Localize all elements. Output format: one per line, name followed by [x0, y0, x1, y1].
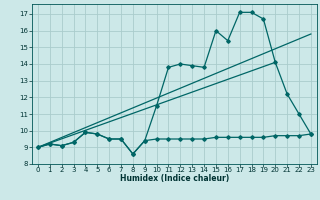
X-axis label: Humidex (Indice chaleur): Humidex (Indice chaleur): [120, 174, 229, 183]
